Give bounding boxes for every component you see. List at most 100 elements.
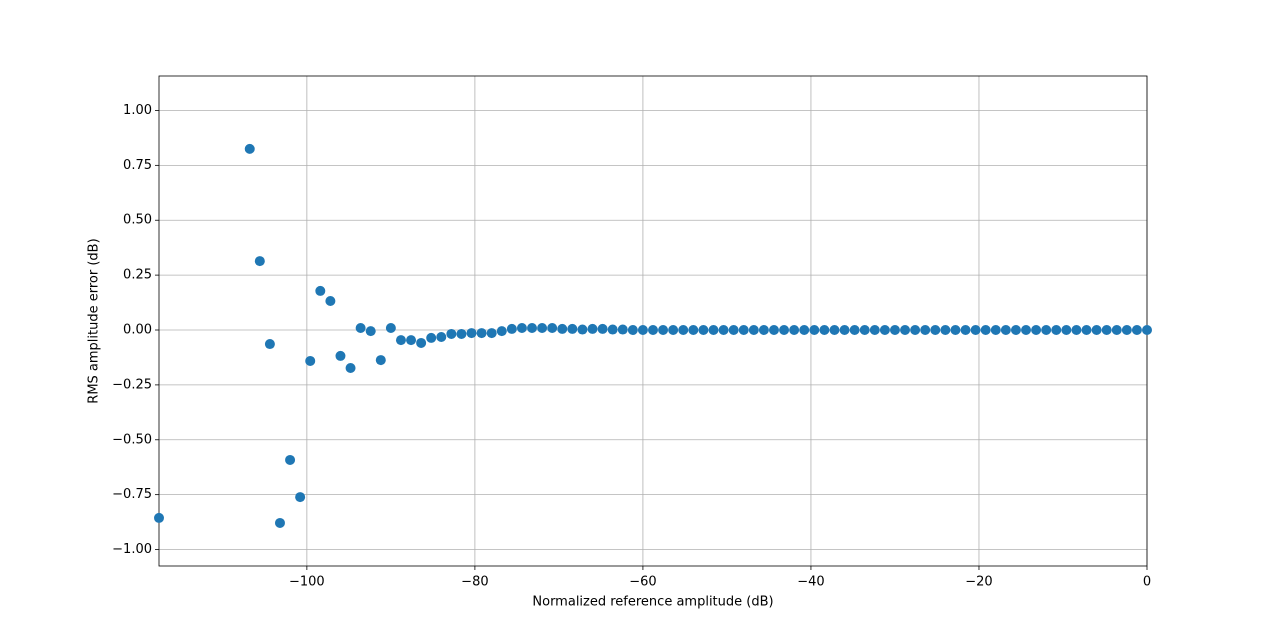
point	[879, 325, 890, 336]
point	[355, 323, 366, 334]
point	[1111, 325, 1122, 336]
point	[1051, 325, 1062, 336]
point	[335, 350, 346, 361]
point	[285, 454, 296, 465]
point	[506, 323, 517, 334]
point	[1031, 325, 1042, 336]
y-tick-label: 1.00	[123, 103, 152, 118]
point	[980, 325, 991, 336]
point	[527, 323, 538, 334]
point	[768, 325, 779, 336]
point	[1041, 325, 1052, 336]
point	[1010, 325, 1021, 336]
point	[486, 328, 497, 339]
point	[839, 325, 850, 336]
point	[385, 323, 396, 334]
point	[365, 326, 376, 337]
point	[1091, 325, 1102, 336]
point	[305, 355, 316, 366]
point	[1142, 325, 1152, 336]
x-tick-label: −100	[289, 575, 325, 590]
y-tick-label: −0.50	[112, 432, 152, 447]
x-tick-label: −40	[797, 575, 824, 590]
point	[446, 328, 457, 339]
point	[345, 362, 356, 373]
plot-frame	[158, 75, 1148, 567]
point	[607, 324, 618, 335]
point	[1061, 325, 1072, 336]
point	[567, 323, 578, 334]
point	[375, 355, 386, 366]
point	[1071, 325, 1082, 336]
point	[274, 517, 285, 528]
point	[859, 325, 870, 336]
point	[930, 325, 941, 336]
point	[799, 325, 810, 336]
point	[516, 323, 527, 334]
x-tick-label: −20	[965, 575, 992, 590]
x-axis-label: Normalized reference amplitude (dB)	[532, 595, 773, 610]
point	[627, 325, 638, 336]
point	[547, 323, 558, 334]
point	[920, 325, 931, 336]
point	[648, 325, 658, 336]
point	[910, 325, 921, 336]
point	[456, 328, 467, 339]
point	[758, 325, 769, 336]
point	[678, 325, 689, 336]
point	[637, 325, 648, 336]
point	[1131, 325, 1142, 336]
point	[254, 256, 265, 267]
y-tick-label: 0.25	[123, 268, 152, 283]
point	[264, 339, 275, 350]
y-axis-label: RMS amplitude error (dB)	[87, 238, 102, 403]
y-tick-label: 0.75	[123, 158, 152, 173]
point	[900, 325, 911, 336]
point	[436, 332, 447, 343]
point	[950, 325, 961, 336]
point	[829, 325, 840, 336]
point	[1121, 325, 1132, 336]
point	[395, 335, 406, 346]
y-tick-label: −0.75	[112, 487, 152, 502]
point	[426, 332, 437, 343]
point	[940, 325, 951, 336]
point	[728, 325, 739, 336]
point	[789, 325, 800, 336]
point	[819, 325, 830, 336]
point	[688, 325, 699, 336]
point	[406, 335, 417, 346]
point	[708, 325, 719, 336]
point	[718, 325, 729, 336]
point	[325, 296, 336, 307]
point	[295, 492, 306, 503]
point	[416, 337, 427, 348]
point	[154, 512, 164, 523]
y-tick-label: 0.50	[123, 213, 152, 228]
y-tick-label: −0.25	[112, 377, 152, 392]
point	[577, 324, 588, 335]
point	[970, 325, 981, 336]
point	[889, 325, 900, 336]
point	[476, 328, 487, 339]
point	[658, 325, 669, 336]
point	[496, 326, 507, 337]
point	[809, 325, 820, 336]
x-tick-label: −60	[629, 575, 656, 590]
point	[537, 323, 548, 334]
point	[990, 325, 1001, 336]
point	[617, 324, 628, 335]
x-tick-label: −80	[461, 575, 488, 590]
point	[587, 323, 598, 334]
y-tick-label: −1.00	[112, 542, 152, 557]
point	[869, 325, 880, 336]
y-tick-label: 0.00	[123, 323, 152, 338]
point	[698, 325, 709, 336]
point	[244, 143, 255, 154]
point	[1000, 325, 1011, 336]
point	[1101, 325, 1112, 336]
point	[748, 325, 759, 336]
point	[466, 328, 477, 339]
point	[315, 285, 326, 296]
